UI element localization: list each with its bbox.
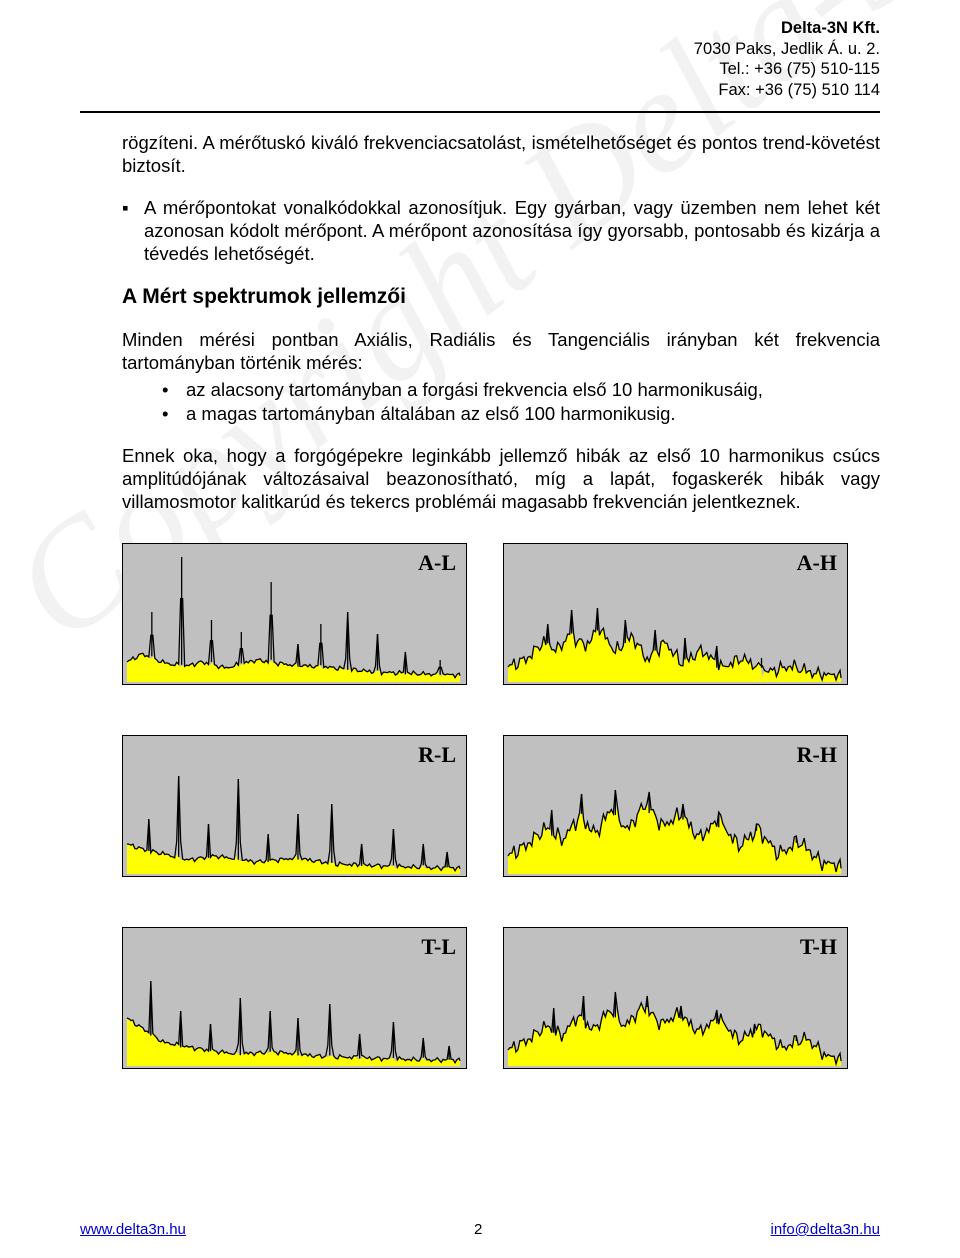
section-title: A Mért spektrumok jellemzői [122, 285, 880, 309]
bullet-list-1: ▪ A mérőpontokat vonalkódokkal azonosítj… [122, 196, 880, 265]
header-address: 7030 Paks, Jedlik Á. u. 2. [80, 39, 880, 60]
header-fax: Fax: +36 (75) 510 114 [80, 80, 880, 101]
square-bullet-icon: ▪ [122, 196, 144, 219]
spectrum-chart: A-H [503, 543, 848, 685]
header-tel: Tel.: +36 (75) 510-115 [80, 59, 880, 80]
chart-label: A-L [418, 550, 456, 576]
bullet-1-text: A mérőpontokat vonalkódokkal azonosítjuk… [144, 196, 880, 265]
spectrum-chart: A-L [122, 543, 467, 685]
footer-url-link[interactable]: www.delta3n.hu [80, 1221, 186, 1238]
chart-label: R-L [418, 742, 456, 768]
spectrum-chart: T-H [503, 927, 848, 1069]
paragraph-1: rögzíteni. A mérőtuskó kiváló frekvencia… [122, 131, 880, 177]
chart-label: T-H [800, 934, 837, 960]
sub-bullet-list: • az alacsony tartományban a forgási fre… [122, 378, 880, 426]
chart-label: R-H [797, 742, 837, 768]
document-header: Delta-3N Kft. 7030 Paks, Jedlik Á. u. 2.… [80, 18, 880, 101]
chart-label: T-L [421, 934, 456, 960]
dot-bullet-icon: • [162, 402, 186, 426]
paragraph-3: Ennek oka, hogy a forgógépekre leginkább… [122, 444, 880, 513]
dot-bullet-icon: • [162, 378, 186, 402]
chart-label: A-H [797, 550, 837, 576]
sub-bullet-2: a magas tartományban általában az első 1… [186, 402, 676, 426]
sub-bullet-1: az alacsony tartományban a forgási frekv… [186, 378, 763, 402]
page-footer: www.delta3n.hu 2 info@delta3n.hu [80, 1221, 880, 1238]
spectrum-chart: R-H [503, 735, 848, 877]
spectrum-chart: T-L [122, 927, 467, 1069]
header-company: Delta-3N Kft. [80, 18, 880, 39]
paragraph-2: Minden mérési pontban Axiális, Radiális … [122, 328, 880, 374]
spectrum-chart: R-L [122, 735, 467, 877]
footer-email-link[interactable]: info@delta3n.hu [771, 1221, 880, 1238]
header-divider [80, 111, 880, 113]
spectrum-charts-grid: A-L A-H R-L R-H T-L T-H [122, 543, 880, 1069]
footer-page-number: 2 [474, 1221, 482, 1238]
